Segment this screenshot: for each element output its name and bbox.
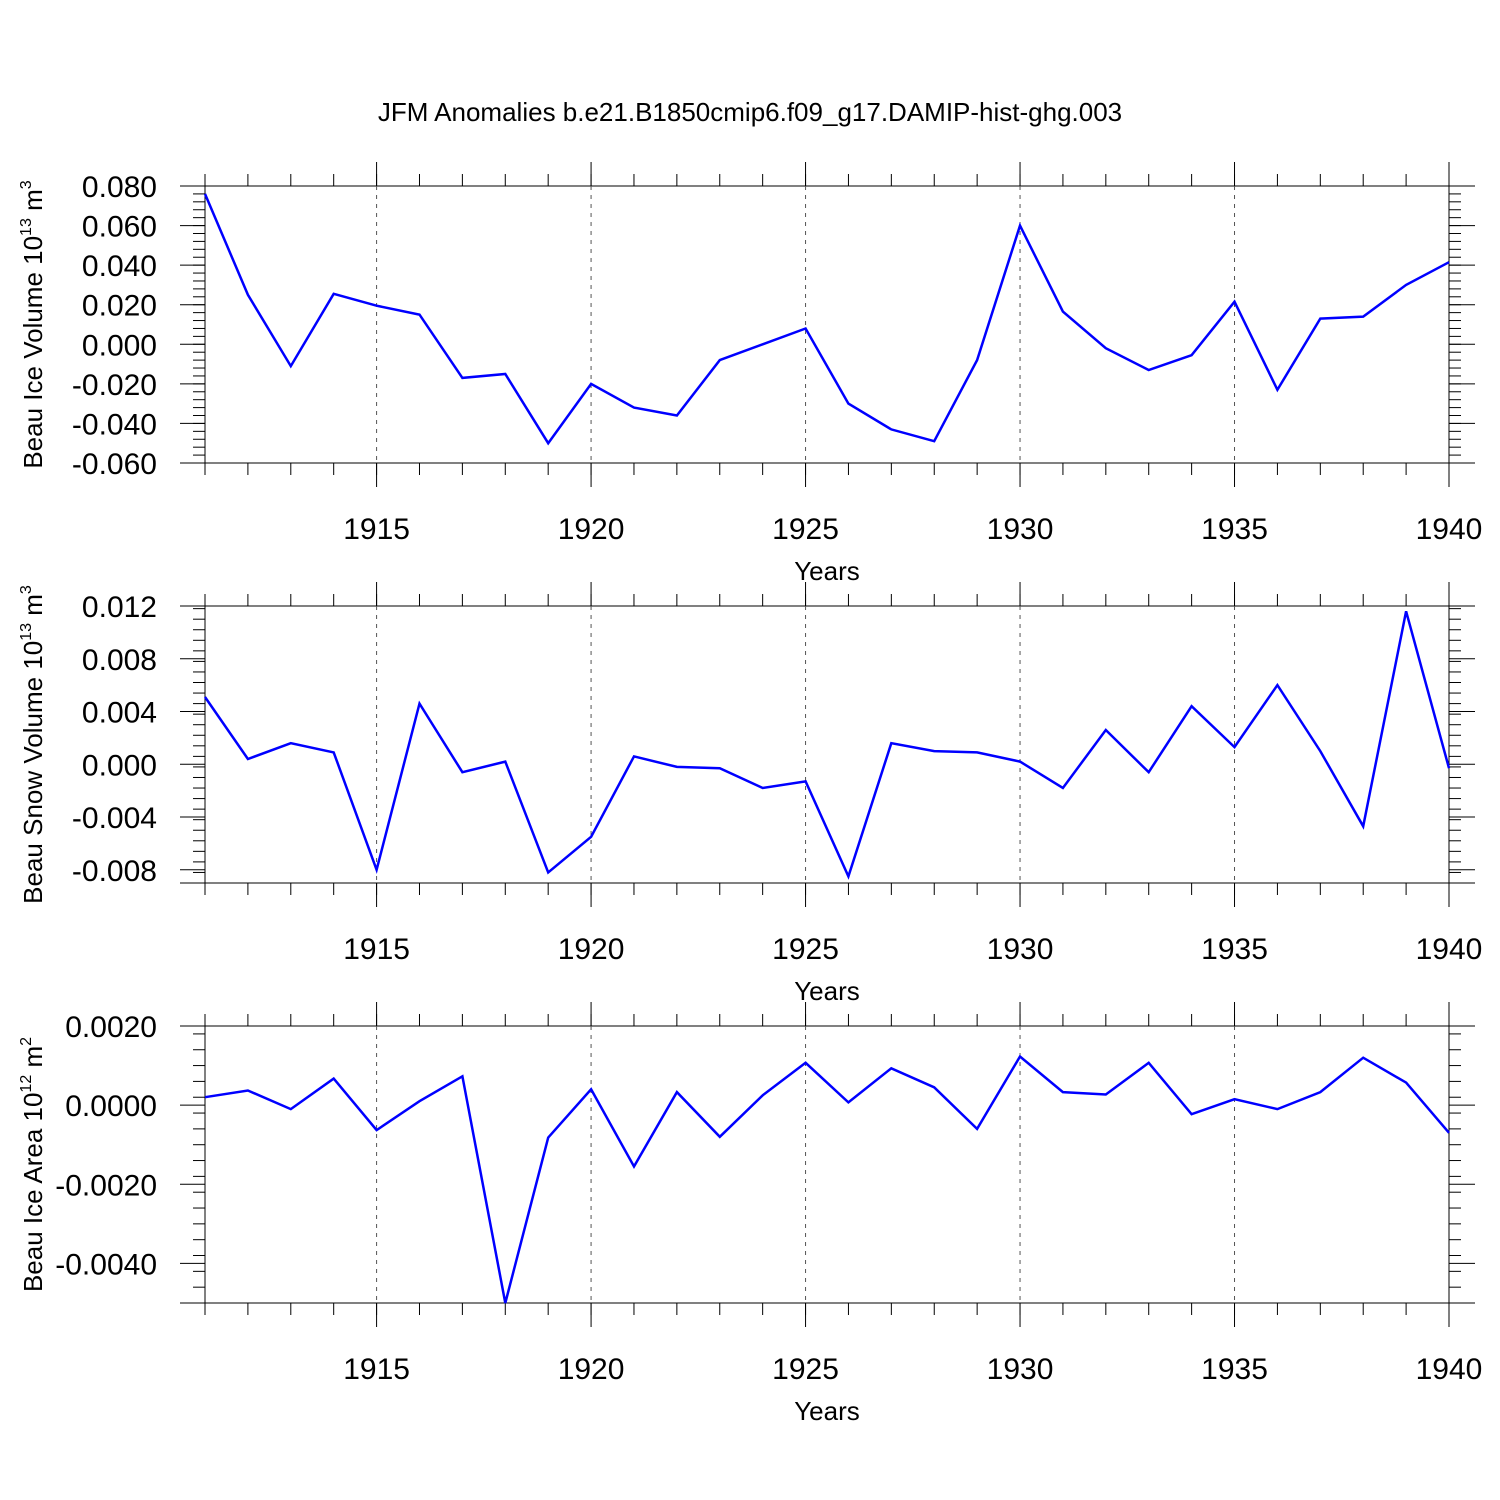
x-tick-label: 1930 [987, 933, 1054, 966]
y-axis-label: Beau Ice Volume 1013 m3 [18, 180, 48, 468]
x-tick-label: 1940 [1416, 1353, 1483, 1386]
y-tick-label: 0.000 [82, 749, 157, 782]
y-axis-label: Beau Snow Volume 1013 m3 [18, 585, 48, 904]
y-axis-label-text: Beau Ice Volume 10 [18, 236, 48, 469]
y-axis-label-exponent: 13 [18, 623, 35, 641]
y-tick-label: 0.012 [82, 591, 157, 624]
y-axis-label-text: Beau Ice Area 10 [18, 1093, 48, 1292]
x-tick-label: 1925 [772, 933, 839, 966]
y-axis-label-exponent: 12 [18, 1075, 35, 1093]
y-axis-label-unit: m [18, 189, 48, 218]
data-line [203, 193, 1450, 446]
x-axis-label: Years [794, 556, 860, 586]
y-axis-label-text: Beau Snow Volume 10 [18, 641, 48, 904]
x-tick-label: 1920 [558, 933, 625, 966]
y-axis-label-unit-exponent: 2 [18, 1037, 35, 1046]
x-tick-label: 1935 [1201, 1353, 1268, 1386]
x-tick-label: 1920 [558, 513, 625, 546]
x-tick-label: 1915 [343, 1353, 410, 1386]
y-tick-label: -0.008 [72, 855, 157, 888]
x-tick-label: 1935 [1201, 933, 1268, 966]
y-axis-label-unit-exponent: 3 [18, 180, 35, 189]
y-tick-label: -0.0040 [55, 1248, 157, 1281]
chart-title: JFM Anomalies b.e21.B1850cmip6.f09_g17.D… [377, 97, 1123, 127]
x-axis-label: Years [794, 1396, 860, 1426]
y-axis-label-exponent: 13 [18, 218, 35, 236]
x-tick-label: 1930 [987, 513, 1054, 546]
x-tick-label: 1920 [558, 1353, 625, 1386]
y-tick-label: -0.004 [72, 802, 157, 835]
y-axis-label: Beau Ice Area 1012 m2 [18, 1037, 48, 1292]
x-tick-label: 1925 [772, 513, 839, 546]
y-tick-label: 0.020 [82, 290, 157, 323]
x-tick-label: 1930 [987, 1353, 1054, 1386]
y-tick-label: 0.000 [82, 329, 157, 362]
y-tick-label: 0.060 [82, 211, 157, 244]
y-tick-label: -0.0020 [55, 1169, 157, 1202]
y-tick-label: 0.008 [82, 644, 157, 677]
y-tick-label: 0.0020 [65, 1011, 157, 1044]
y-tick-label: 0.0000 [65, 1090, 157, 1123]
y-axis-label-unit: m [18, 594, 48, 623]
y-tick-label: -0.060 [72, 448, 157, 481]
y-axis-label-unit-exponent: 3 [18, 585, 35, 594]
x-axis-label: Years [794, 976, 860, 1006]
x-tick-label: 1935 [1201, 513, 1268, 546]
x-tick-label: 1915 [343, 513, 410, 546]
y-tick-label: 0.080 [82, 171, 157, 204]
x-tick-label: 1925 [772, 1353, 839, 1386]
data-line [204, 1054, 1450, 1304]
x-tick-label: 1915 [343, 933, 410, 966]
x-tick-label: 1940 [1416, 933, 1483, 966]
y-tick-label: 0.040 [82, 250, 157, 283]
x-tick-label: 1940 [1416, 513, 1483, 546]
y-tick-label: -0.040 [72, 408, 157, 441]
y-tick-label: 0.004 [82, 697, 157, 730]
y-tick-label: -0.020 [72, 369, 157, 402]
data-line [203, 610, 1451, 880]
y-axis-label-unit: m [18, 1046, 48, 1075]
